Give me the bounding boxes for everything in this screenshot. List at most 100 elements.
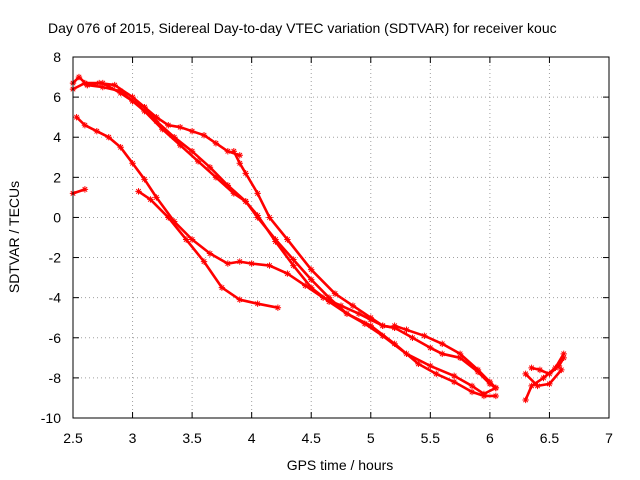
data-point bbox=[84, 81, 91, 89]
data-point bbox=[75, 73, 83, 81]
series-line bbox=[71, 188, 87, 195]
x-axis-label: GPS time / hours bbox=[287, 457, 394, 473]
data-point bbox=[177, 123, 184, 131]
data-point bbox=[415, 360, 422, 368]
data-point bbox=[236, 160, 243, 167]
data-point bbox=[403, 350, 410, 358]
data-point bbox=[337, 302, 345, 309]
data-point bbox=[188, 128, 196, 135]
y-tick-label: -2 bbox=[49, 250, 62, 266]
data-point bbox=[141, 176, 148, 183]
data-point bbox=[96, 79, 103, 87]
data-point bbox=[308, 276, 315, 283]
data-point bbox=[266, 214, 273, 221]
data-point bbox=[129, 97, 136, 105]
y-tick-label: -10 bbox=[41, 410, 61, 426]
data-point bbox=[165, 121, 172, 129]
data-point bbox=[242, 198, 249, 205]
data-point bbox=[177, 142, 184, 149]
data-point bbox=[171, 134, 178, 141]
data-point bbox=[480, 390, 488, 398]
data-point bbox=[302, 282, 309, 289]
x-tick-label: 4.5 bbox=[301, 430, 321, 446]
data-point bbox=[391, 322, 398, 329]
data-point bbox=[236, 296, 243, 303]
data-point bbox=[153, 194, 160, 201]
data-point bbox=[212, 140, 220, 147]
y-tick-label: -4 bbox=[49, 290, 62, 306]
data-point bbox=[129, 160, 136, 167]
data-point bbox=[325, 294, 333, 301]
data-point bbox=[528, 364, 535, 372]
y-tick-label: 0 bbox=[53, 209, 61, 225]
data-point bbox=[367, 316, 374, 323]
data-point bbox=[99, 83, 106, 91]
data-point bbox=[242, 170, 249, 177]
data-point bbox=[540, 374, 547, 382]
series-arc-11 bbox=[528, 354, 567, 378]
data-point bbox=[81, 121, 89, 129]
tick-labels: 2.5 3 3.5 4 4.5 5 5.5 6 6.5 7 -10 -8 -6 -4 -2 0 2 4 6 8 bbox=[41, 49, 613, 446]
data-point bbox=[165, 214, 172, 221]
data-point bbox=[284, 270, 291, 277]
data-point bbox=[468, 388, 476, 396]
plot-frame bbox=[72, 56, 610, 419]
data-point bbox=[182, 236, 190, 243]
data-point bbox=[555, 362, 563, 370]
x-tick-label: 3 bbox=[129, 430, 137, 446]
data-point bbox=[456, 354, 464, 362]
data-point bbox=[560, 354, 567, 362]
data-point bbox=[230, 148, 237, 155]
data-point bbox=[331, 290, 339, 297]
data-point bbox=[129, 93, 136, 101]
data-point bbox=[111, 81, 118, 89]
data-point bbox=[117, 87, 124, 95]
data-point bbox=[153, 113, 160, 121]
data-point bbox=[450, 372, 458, 380]
data-point bbox=[266, 262, 273, 269]
y-tick-label: 4 bbox=[53, 129, 61, 145]
x-tick-label: 6 bbox=[486, 430, 494, 446]
data-point bbox=[439, 350, 446, 358]
data-point bbox=[492, 392, 500, 400]
x-tick-label: 5 bbox=[367, 430, 375, 446]
data-point bbox=[224, 148, 232, 155]
data-point bbox=[558, 366, 565, 374]
data-point bbox=[224, 182, 232, 189]
data-point bbox=[534, 382, 541, 390]
y-tick-label: -6 bbox=[49, 330, 62, 346]
data-point bbox=[361, 320, 369, 327]
data-point bbox=[546, 380, 553, 388]
data-point bbox=[153, 117, 160, 125]
data-point bbox=[343, 310, 351, 317]
data-point bbox=[427, 362, 434, 370]
data-point bbox=[367, 322, 374, 329]
data-point bbox=[218, 284, 226, 291]
data-point bbox=[456, 350, 464, 358]
y-tick-label: 8 bbox=[53, 49, 61, 65]
data-point bbox=[308, 284, 315, 291]
data-point bbox=[528, 382, 535, 390]
data-point bbox=[403, 326, 410, 333]
data-point bbox=[536, 366, 544, 374]
data-point bbox=[188, 236, 196, 243]
series-line bbox=[524, 368, 563, 388]
data-point bbox=[200, 258, 208, 265]
data-point bbox=[147, 196, 154, 203]
data-point bbox=[474, 366, 482, 374]
data-point bbox=[73, 113, 80, 121]
data-point bbox=[188, 148, 196, 155]
data-point bbox=[450, 378, 458, 386]
data-point bbox=[171, 218, 178, 225]
series-arc-5 bbox=[73, 113, 398, 331]
data-point bbox=[212, 174, 220, 181]
data-point bbox=[141, 107, 148, 115]
data-point bbox=[290, 262, 297, 269]
data-point bbox=[93, 128, 101, 135]
data-point bbox=[236, 258, 243, 265]
data-point bbox=[421, 332, 428, 339]
series-arc-10 bbox=[522, 366, 565, 390]
data-point bbox=[254, 190, 261, 197]
